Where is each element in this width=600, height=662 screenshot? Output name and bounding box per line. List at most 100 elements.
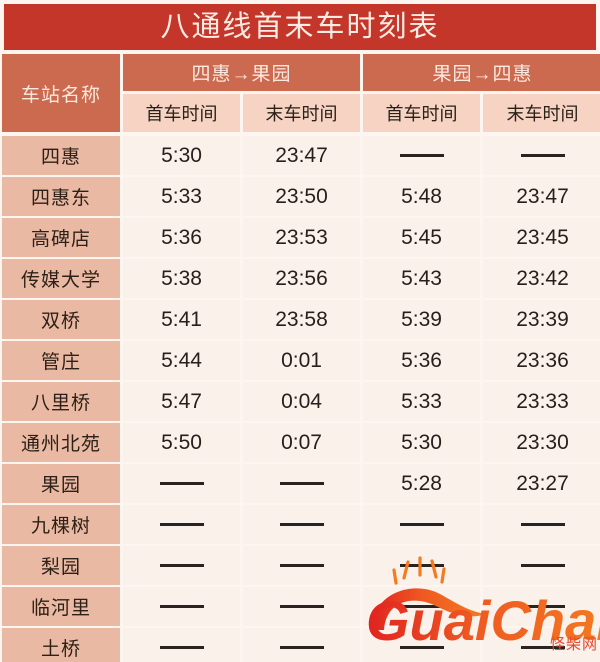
time-cell-inbound-last: 23:42 bbox=[483, 259, 600, 298]
time-cell-inbound-last bbox=[483, 628, 600, 662]
time-cell-outbound-last: 23:50 bbox=[243, 177, 360, 216]
no-service-dash bbox=[279, 523, 324, 526]
time-cell-inbound-last bbox=[483, 136, 600, 175]
time-cell-inbound-last bbox=[483, 587, 600, 626]
table-row: 八里桥 5:47 0:04 5:33 23:33 bbox=[0, 382, 600, 421]
time-cell-outbound-last: 0:07 bbox=[243, 423, 360, 462]
table-row: 通州北苑 5:50 0:07 5:30 23:30 bbox=[0, 423, 600, 462]
station-name-cell: 四惠 bbox=[2, 136, 120, 175]
time-cell-outbound-first bbox=[123, 546, 240, 585]
time-cell-outbound-last bbox=[243, 546, 360, 585]
no-service-dash bbox=[399, 154, 444, 157]
time-cell-outbound-first bbox=[123, 587, 240, 626]
time-cell-outbound-first: 5:50 bbox=[123, 423, 240, 462]
no-service-dash bbox=[520, 154, 565, 157]
time-cell-outbound-first: 5:41 bbox=[123, 300, 240, 339]
no-service-dash bbox=[520, 605, 565, 608]
no-service-dash bbox=[279, 564, 324, 567]
time-cell-inbound-first: 5:39 bbox=[363, 300, 480, 339]
station-name-cell: 八里桥 bbox=[2, 382, 120, 421]
table-row: 九棵树 bbox=[0, 505, 600, 544]
time-cell-inbound-first bbox=[363, 136, 480, 175]
no-service-dash bbox=[279, 482, 324, 485]
station-name-cell: 双桥 bbox=[2, 300, 120, 339]
time-cell-inbound-last: 23:27 bbox=[483, 464, 600, 503]
header-sub-last-train-inbound: 末车时间 bbox=[483, 94, 600, 132]
time-cell-inbound-first bbox=[363, 505, 480, 544]
header-sub-first-train-inbound: 首车时间 bbox=[363, 94, 480, 132]
no-service-dash bbox=[159, 646, 204, 649]
time-cell-outbound-last: 23:53 bbox=[243, 218, 360, 257]
time-cell-inbound-first: 5:36 bbox=[363, 341, 480, 380]
no-service-dash bbox=[520, 564, 565, 567]
station-name-cell: 四惠东 bbox=[2, 177, 120, 216]
time-cell-inbound-first: 5:30 bbox=[363, 423, 480, 462]
no-service-dash bbox=[520, 523, 565, 526]
table-row: 四惠 5:30 23:47 bbox=[0, 136, 600, 175]
time-cell-outbound-last bbox=[243, 464, 360, 503]
header-station-name: 车站名称 bbox=[2, 54, 120, 132]
time-cell-inbound-last: 23:47 bbox=[483, 177, 600, 216]
station-name-cell: 梨园 bbox=[2, 546, 120, 585]
time-cell-outbound-last: 0:01 bbox=[243, 341, 360, 380]
no-service-dash bbox=[159, 605, 204, 608]
table-row: 双桥 5:41 23:58 5:39 23:39 bbox=[0, 300, 600, 339]
no-service-dash bbox=[399, 523, 444, 526]
time-cell-inbound-last: 23:30 bbox=[483, 423, 600, 462]
station-name-cell: 管庄 bbox=[2, 341, 120, 380]
table-row: 管庄 5:44 0:01 5:36 23:36 bbox=[0, 341, 600, 380]
station-name-cell: 通州北苑 bbox=[2, 423, 120, 462]
time-cell-outbound-last: 23:58 bbox=[243, 300, 360, 339]
header-group-row: 四惠→果园 果园→四惠 bbox=[123, 54, 600, 91]
station-name-cell: 高碑店 bbox=[2, 218, 120, 257]
table-row: 临河里 bbox=[0, 587, 600, 626]
time-cell-outbound-first: 5:38 bbox=[123, 259, 240, 298]
time-cell-inbound-first bbox=[363, 546, 480, 585]
time-cell-inbound-first: 5:33 bbox=[363, 382, 480, 421]
time-cell-inbound-last: 23:36 bbox=[483, 341, 600, 380]
time-cell-outbound-last bbox=[243, 505, 360, 544]
time-cell-outbound-last bbox=[243, 628, 360, 662]
time-cell-outbound-first bbox=[123, 464, 240, 503]
station-name-cell: 土桥 bbox=[2, 628, 120, 662]
time-cell-outbound-last bbox=[243, 587, 360, 626]
time-cell-inbound-first: 5:28 bbox=[363, 464, 480, 503]
table-body: 四惠 5:30 23:47 四惠东 5:33 23:50 5:48 23:47 高碑店 5:36 2… bbox=[0, 136, 600, 662]
no-service-dash bbox=[399, 605, 444, 608]
station-name-cell: 九棵树 bbox=[2, 505, 120, 544]
table-row: 果园 5:28 23:27 bbox=[0, 464, 600, 503]
station-name-cell: 临河里 bbox=[2, 587, 120, 626]
time-cell-outbound-first bbox=[123, 505, 240, 544]
time-cell-outbound-last: 23:47 bbox=[243, 136, 360, 175]
time-cell-inbound-last: 23:45 bbox=[483, 218, 600, 257]
header-group-guoYuan-to-siHui: 果园→四惠 bbox=[363, 54, 600, 91]
header-group-siHui-to-guoYuan: 四惠→果园 bbox=[123, 54, 360, 91]
time-cell-outbound-first bbox=[123, 628, 240, 662]
table-row: 梨园 bbox=[0, 546, 600, 585]
time-cell-inbound-last bbox=[483, 505, 600, 544]
no-service-dash bbox=[159, 564, 204, 567]
table-row: 土桥 bbox=[0, 628, 600, 662]
time-cell-outbound-last: 0:04 bbox=[243, 382, 360, 421]
time-cell-inbound-first: 5:45 bbox=[363, 218, 480, 257]
no-service-dash bbox=[279, 646, 324, 649]
table-row: 四惠东 5:33 23:50 5:48 23:47 bbox=[0, 177, 600, 216]
title-bar: 八通线首末车时刻表 bbox=[4, 4, 596, 50]
no-service-dash bbox=[399, 646, 444, 649]
time-cell-inbound-last: 23:39 bbox=[483, 300, 600, 339]
time-cell-outbound-first: 5:44 bbox=[123, 341, 240, 380]
time-cell-outbound-first: 5:33 bbox=[123, 177, 240, 216]
time-cell-outbound-first: 5:30 bbox=[123, 136, 240, 175]
no-service-dash bbox=[159, 482, 204, 485]
time-cell-inbound-first bbox=[363, 587, 480, 626]
time-cell-outbound-first: 5:36 bbox=[123, 218, 240, 257]
no-service-dash bbox=[520, 646, 565, 649]
time-cell-inbound-first bbox=[363, 628, 480, 662]
table-row: 传媒大学 5:38 23:56 5:43 23:42 bbox=[0, 259, 600, 298]
page-title: 八通线首末车时刻表 bbox=[160, 10, 440, 43]
table-header: 车站名称 四惠→果园 果园→四惠 首车时间 末车时间 首车时间 末车时间 bbox=[0, 54, 600, 134]
time-cell-outbound-last: 23:56 bbox=[243, 259, 360, 298]
station-name-cell: 传媒大学 bbox=[2, 259, 120, 298]
header-subheader-row: 首车时间 末车时间 首车时间 末车时间 bbox=[123, 94, 600, 132]
